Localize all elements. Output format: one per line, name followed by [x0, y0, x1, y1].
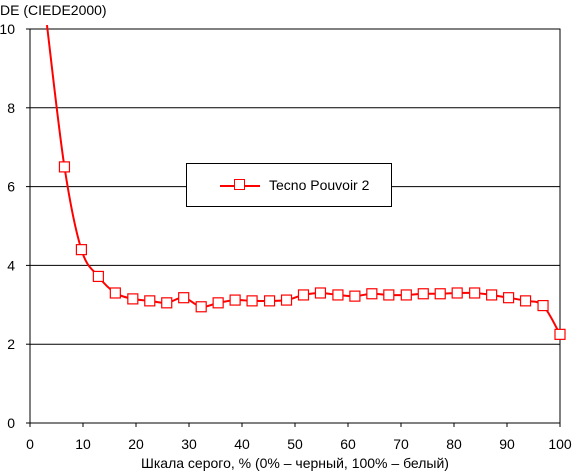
- data-point-marker: [109, 287, 121, 299]
- y-tick-label: 10: [0, 21, 15, 37]
- y-tick-label: 4: [7, 257, 15, 273]
- data-point-marker: [297, 289, 310, 301]
- data-point-marker: [195, 301, 207, 313]
- gridlines: [30, 107, 560, 345]
- data-point-marker: [554, 328, 566, 340]
- data-point-marker: [246, 295, 258, 307]
- data-point-marker: [314, 287, 327, 299]
- x-tick-label: 90: [499, 436, 515, 452]
- data-point-marker: [519, 295, 532, 307]
- x-tick-label: 30: [181, 436, 197, 452]
- x-tick-label: 50: [287, 436, 303, 452]
- data-point-marker: [263, 295, 276, 307]
- data-point-marker: [451, 287, 463, 299]
- x-axis-title: Шкала серого, % (0% – черный, 100% – бел…: [141, 455, 449, 471]
- data-point-marker: [417, 288, 429, 300]
- data-point-marker: [144, 295, 156, 307]
- data-point-marker: [58, 161, 71, 173]
- data-point-marker: [434, 288, 446, 300]
- x-tick-label: 20: [128, 436, 144, 452]
- x-tick-label: 10: [75, 436, 91, 452]
- y-axis-ticks: 0 2 4 6 8 10: [0, 21, 30, 431]
- data-point-marker: [92, 270, 104, 283]
- x-tick-label: 100: [548, 436, 572, 452]
- data-point-marker: [366, 288, 378, 300]
- data-point-marker: [349, 290, 361, 302]
- data-point-marker: [537, 299, 549, 312]
- data-point-marker: [486, 289, 498, 301]
- data-point-marker: [502, 292, 515, 304]
- y-tick-label: 6: [7, 179, 15, 195]
- y-tick-label: 8: [7, 100, 15, 116]
- x-tick-label: 70: [393, 436, 409, 452]
- data-point-marker: [127, 293, 139, 305]
- data-point-marker: [229, 294, 241, 306]
- x-axis-ticks: 0 10 20 30 40 50 60 70 80 90 100: [26, 423, 572, 452]
- x-tick-label: 40: [234, 436, 250, 452]
- y-tick-label: 0: [7, 415, 15, 431]
- legend-label: Tecno Pouvoir 2: [269, 177, 370, 193]
- data-point-marker: [178, 292, 190, 304]
- legend-marker: [234, 179, 245, 190]
- series-plot: [45, 24, 566, 340]
- x-tick-label: 60: [340, 436, 356, 452]
- x-tick-label: 0: [26, 436, 34, 452]
- data-point-marker: [280, 294, 293, 306]
- y-axis-title: DE (CIEDE2000): [0, 2, 107, 18]
- data-point-marker: [469, 287, 481, 299]
- data-point-marker: [161, 297, 173, 309]
- plot-area-border: [29, 28, 561, 424]
- data-point-marker: [212, 297, 224, 309]
- data-point-marker: [400, 289, 412, 301]
- x-tick-label: 80: [446, 436, 462, 452]
- y-tick-label: 2: [7, 336, 15, 352]
- legend: Tecno Pouvoir 2: [186, 163, 392, 207]
- data-point-marker: [383, 289, 395, 301]
- data-point-marker: [332, 289, 344, 301]
- data-point-marker: [75, 244, 88, 256]
